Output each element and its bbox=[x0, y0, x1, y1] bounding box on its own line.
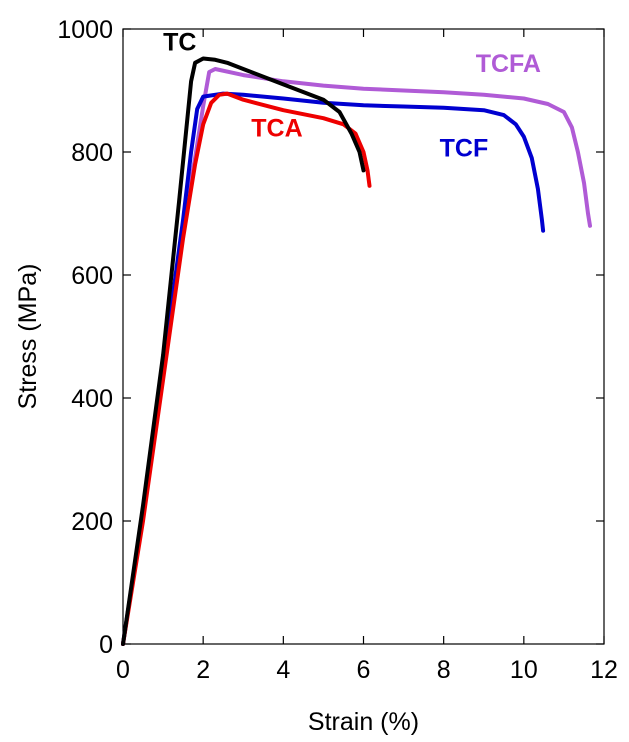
y-axis-title: Stress (MPa) bbox=[14, 264, 42, 410]
y-tick-label: 600 bbox=[71, 262, 113, 290]
x-tick-label: 2 bbox=[196, 656, 210, 684]
x-tick-label: 12 bbox=[590, 656, 618, 684]
y-tick-label: 400 bbox=[71, 385, 113, 413]
series-label-tcf: TCF bbox=[440, 134, 489, 162]
x-axis-title: Strain (%) bbox=[308, 708, 419, 736]
y-tick-label: 200 bbox=[71, 508, 113, 536]
x-tick-label: 10 bbox=[510, 656, 538, 684]
y-tick-labels: 0 200 400 600 800 1000 bbox=[57, 16, 113, 659]
y-tick-label: 800 bbox=[71, 139, 113, 167]
y-tick-label: 0 bbox=[99, 631, 113, 659]
x-tick-label: 0 bbox=[116, 656, 130, 684]
series-line-tc bbox=[121, 56, 366, 646]
axis-ticks bbox=[122, 28, 605, 645]
x-tick-labels: 0 2 4 6 8 10 12 bbox=[116, 656, 618, 684]
series-labels: TCFA TCF TCA TC bbox=[163, 29, 541, 163]
series-label-tca: TCA bbox=[251, 115, 302, 143]
x-tick-label: 4 bbox=[276, 656, 290, 684]
plot-area: TCFA TCF TCA TC 0 2 4 6 8 10 12 0 200 400 600 800 1000 bbox=[57, 16, 618, 684]
series-label-tcfa: TCFA bbox=[476, 50, 541, 78]
x-tick-label: 6 bbox=[357, 656, 371, 684]
series-line-tcf bbox=[121, 91, 546, 646]
series-line-tcfa bbox=[121, 67, 592, 646]
series-line-tca bbox=[121, 91, 372, 646]
series-label-tc: TC bbox=[163, 29, 196, 57]
series-curves bbox=[121, 56, 592, 646]
y-tick-label: 1000 bbox=[57, 16, 113, 44]
x-tick-label: 8 bbox=[437, 656, 451, 684]
